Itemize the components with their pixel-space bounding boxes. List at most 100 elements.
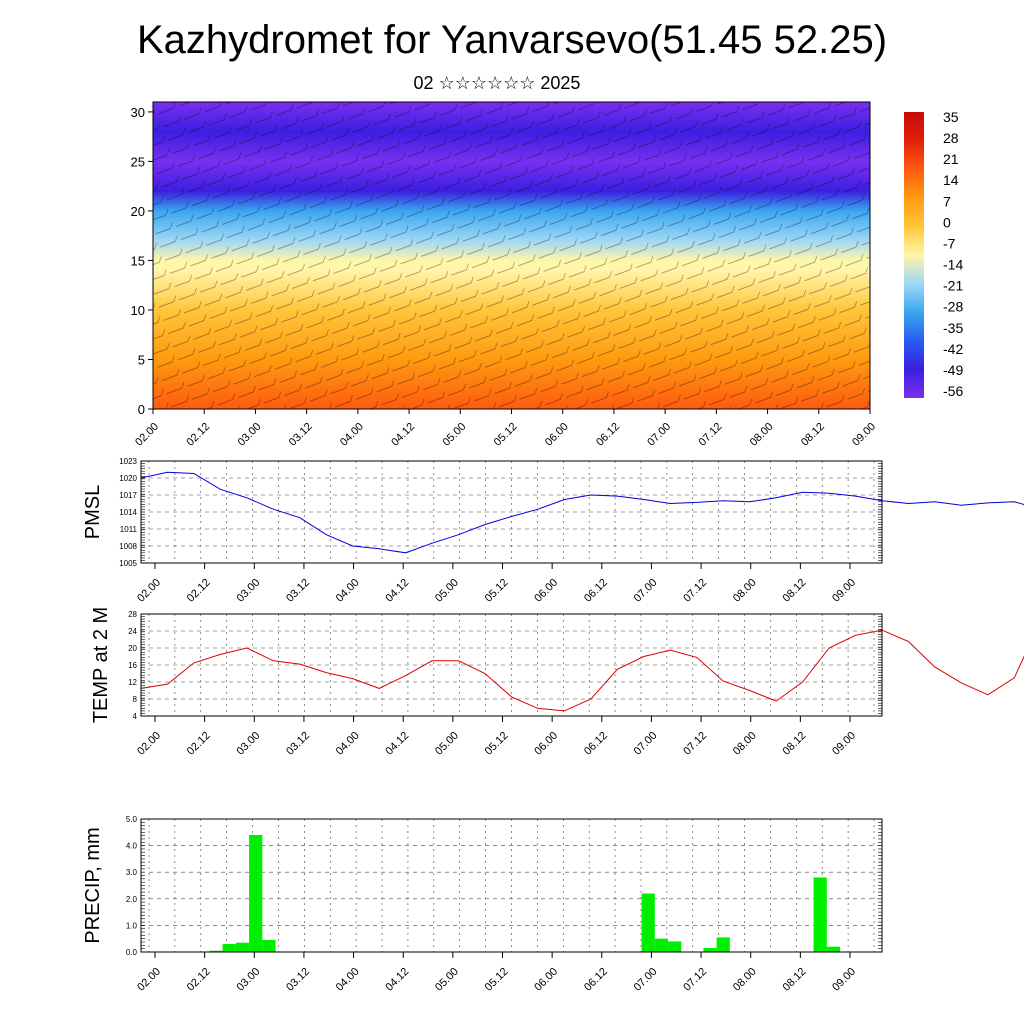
precip-bar — [222, 944, 236, 952]
pmsl-y-tick-label: 1023 — [119, 457, 137, 466]
pmsl-x-tick-label: 06.00 — [532, 577, 560, 605]
precip-bar — [668, 941, 682, 952]
pmsl-x-tick-label: 04.00 — [334, 577, 362, 605]
precip-x-tick-label: 07.12 — [681, 966, 709, 994]
x-tick-label: 06.12 — [594, 421, 622, 449]
x-tick-label: 07.00 — [645, 421, 673, 449]
precip-y-tick-label: 3.0 — [126, 868, 138, 877]
precip-y-tick-label: 4.0 — [126, 842, 138, 851]
precip-x-tick-label: 09.00 — [830, 966, 858, 994]
temp-x-tick-label: 03.12 — [284, 730, 312, 758]
temp-x-tick-label: 02.12 — [185, 730, 213, 758]
precip-x-tick-label: 05.00 — [433, 966, 461, 994]
x-tick-label: 08.00 — [748, 421, 776, 449]
x-tick-label: 09.00 — [850, 421, 878, 449]
precip-bar — [235, 942, 249, 952]
colorbar-label: -21 — [943, 278, 963, 294]
colorbar-label: -49 — [943, 362, 963, 378]
pmsl-y-tick-label: 1008 — [119, 542, 137, 551]
pmsl-x-tick-label: 07.00 — [632, 577, 660, 605]
temp-y-tick-label: 28 — [128, 610, 137, 619]
precip-bar — [262, 940, 276, 952]
precip-x-tick-label: 02.12 — [185, 966, 213, 994]
pmsl-line — [140, 471, 1024, 554]
precip-bar — [716, 937, 730, 952]
colorbar-label: -35 — [943, 320, 963, 336]
x-tick-label: 05.12 — [492, 421, 520, 449]
temp-x-tick-label: 08.00 — [731, 730, 759, 758]
precip-bar — [209, 950, 223, 952]
pmsl-y-tick-label: 1017 — [119, 491, 137, 500]
x-tick-label: 06.00 — [543, 421, 571, 449]
pmsl-x-tick-label: 08.00 — [731, 577, 759, 605]
x-tick-label: 04.12 — [389, 421, 417, 449]
pmsl-y-tick-label: 1011 — [120, 525, 138, 534]
precip-bar — [641, 893, 655, 952]
temp-x-tick-label: 05.12 — [483, 730, 511, 758]
pmsl-axis-title: PMSL — [82, 485, 104, 539]
colorbar-label: -14 — [943, 257, 963, 273]
pmsl-x-tick-label: 02.12 — [185, 577, 213, 605]
pmsl-y-tick-label: 1014 — [119, 508, 137, 517]
precip-bar — [813, 877, 827, 952]
precip-x-tick-label: 03.00 — [234, 966, 262, 994]
wind-barbs-overlay — [153, 102, 870, 409]
temp-y-tick-label: 12 — [128, 678, 137, 687]
colorbar-label: 35 — [943, 109, 959, 125]
temp-x-tick-label: 08.12 — [781, 730, 809, 758]
pmsl-x-tick-label: 05.00 — [433, 577, 461, 605]
x-tick-label: 02.12 — [184, 421, 212, 449]
colorbar-label: -28 — [943, 299, 963, 315]
temp-x-tick-label: 03.00 — [234, 730, 262, 758]
x-tick-label: 04.00 — [338, 421, 366, 449]
y-tick-label: 10 — [131, 303, 145, 318]
x-tick-label: 08.12 — [799, 421, 827, 449]
colorbar-label: 28 — [943, 130, 959, 146]
temp-x-tick-label: 04.00 — [334, 730, 362, 758]
colorbar-label: -56 — [943, 383, 963, 399]
pmsl-x-tick-label: 07.12 — [681, 577, 709, 605]
colorbar — [904, 112, 924, 398]
temp-axis-title: TEMP at 2 M — [90, 607, 112, 723]
precip-x-tick-label: 06.00 — [532, 966, 560, 994]
colorbar-label: 14 — [943, 172, 959, 188]
pmsl-x-tick-label: 04.12 — [383, 577, 411, 605]
precip-x-tick-label: 04.12 — [383, 966, 411, 994]
precip-y-tick-label: 1.0 — [126, 921, 138, 930]
y-tick-label: 0 — [138, 402, 145, 417]
temp-x-tick-label: 04.12 — [383, 730, 411, 758]
pmsl-x-tick-label: 09.00 — [830, 577, 858, 605]
precip-x-tick-label: 05.12 — [483, 966, 511, 994]
pmsl-x-tick-label: 05.12 — [483, 577, 511, 605]
temp-y-tick-label: 20 — [128, 644, 137, 653]
precip-x-tick-label: 06.12 — [582, 966, 610, 994]
pmsl-y-tick-label: 1020 — [119, 474, 137, 483]
precip-bar — [249, 835, 263, 952]
precip-x-tick-label: 08.12 — [781, 966, 809, 994]
temp-y-tick-label: 24 — [128, 627, 137, 636]
temp-x-tick-label: 06.00 — [532, 730, 560, 758]
temp-x-tick-label: 05.00 — [433, 730, 461, 758]
y-tick-label: 25 — [131, 154, 145, 169]
page-subtitle: 02 ☆☆☆☆☆☆ 2025 — [413, 73, 581, 93]
temp-y-tick-label: 16 — [128, 661, 137, 670]
precip-y-tick-label: 5.0 — [126, 815, 138, 824]
colorbar-label: -7 — [943, 235, 956, 251]
temp-x-tick-label: 07.12 — [681, 730, 709, 758]
precip-y-tick-label: 2.0 — [126, 895, 138, 904]
precip-bar — [654, 938, 668, 952]
y-tick-label: 20 — [131, 204, 145, 219]
temp-x-tick-label: 09.00 — [830, 730, 858, 758]
x-tick-label: 07.12 — [697, 421, 725, 449]
colorbar-label: -42 — [943, 341, 963, 357]
colorbar-label: 0 — [943, 214, 951, 230]
precip-axis-title: PRECIP, mm — [82, 827, 104, 943]
x-tick-label: 02.00 — [133, 421, 161, 449]
temp-x-tick-label: 02.00 — [135, 730, 163, 758]
pmsl-x-tick-label: 06.12 — [582, 577, 610, 605]
y-tick-label: 15 — [131, 253, 145, 268]
y-tick-label: 30 — [131, 105, 145, 120]
colorbar-label: 21 — [943, 151, 959, 167]
precip-bar — [703, 948, 717, 952]
